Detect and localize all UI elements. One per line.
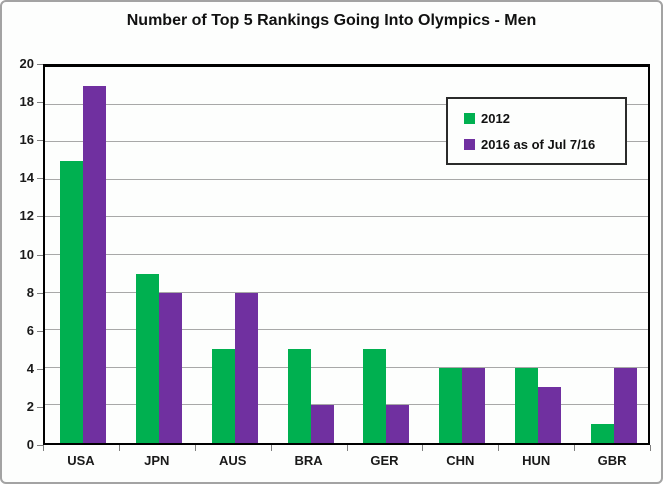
gridline [45, 141, 648, 143]
bar-group-jpn [121, 67, 197, 443]
bar-group-gbr [576, 67, 652, 443]
y-tick-label: 18 [19, 94, 34, 110]
bar-hun-2012 [515, 367, 539, 443]
gridline [45, 404, 648, 406]
bar-aus-2016 [234, 292, 258, 443]
x-tick-mark [422, 445, 424, 451]
gridline [45, 103, 648, 105]
y-tick-mark [37, 406, 43, 408]
x-tick-mark [118, 445, 120, 451]
gridline [45, 254, 648, 255]
legend-label-2012: 2012 [481, 110, 510, 126]
legend-item-2016: 2016 as of Jul 7/16 [464, 137, 625, 152]
y-tick-label: 12 [19, 208, 34, 224]
y-tick-label: 20 [19, 56, 34, 71]
bar-jpn-2016 [158, 292, 182, 443]
y-tick-label: 14 [19, 170, 34, 186]
x-category-label: JPN [144, 453, 170, 468]
bar-hun-2016 [538, 386, 562, 443]
bar-aus-2012 [211, 349, 235, 443]
x-tick-mark [346, 445, 348, 451]
bar-chn-2012 [439, 367, 463, 443]
x-category-label: GBR [597, 453, 627, 468]
chart-title: Number of Top 5 Rankings Going Into Olym… [126, 12, 537, 29]
legend: 2012 2016 as of Jul 7/16 [446, 97, 627, 165]
x-category-label: BRA [294, 453, 323, 468]
bar-gbr-2016 [614, 367, 638, 443]
legend-label-2016: 2016 as of Jul 7/16 [481, 136, 596, 152]
legend-item-2012: 2012 [464, 111, 625, 126]
y-tick-label: 0 [26, 437, 34, 452]
x-tick-mark [574, 445, 576, 451]
gridline [45, 178, 648, 180]
y-tick-label: 6 [26, 322, 34, 338]
y-tick-mark [37, 445, 43, 446]
x-category-label: USA [67, 453, 95, 468]
plot-area: 2012 2016 as of Jul 7/16 [43, 64, 650, 445]
bar-group-bra [273, 67, 349, 443]
bar-group-aus [197, 67, 273, 443]
bar-ger-2016 [386, 405, 410, 443]
x-tick-mark [650, 445, 651, 451]
legend-swatch-2016-icon [464, 138, 475, 150]
y-tick-mark [37, 216, 43, 218]
x-category-label: CHN [446, 453, 475, 468]
gridline [45, 329, 648, 331]
x-tick-mark [194, 445, 196, 451]
bar-usa-2016 [82, 85, 106, 443]
bar-group-hun [500, 67, 576, 443]
bar-jpn-2012 [135, 273, 159, 443]
y-tick-mark [37, 330, 43, 332]
y-tick-mark [37, 254, 43, 256]
x-tick-mark [43, 445, 44, 451]
x-category-label: GER [370, 453, 399, 468]
y-tick-label: 10 [19, 246, 34, 262]
legend-swatch-2012-icon [464, 112, 475, 124]
bar-group-usa [45, 67, 121, 443]
gridline [45, 291, 648, 293]
y-tick-mark [37, 292, 43, 294]
x-tick-mark [498, 445, 500, 451]
y-tick-mark [37, 64, 43, 65]
bar-gbr-2012 [591, 424, 615, 443]
gridline [45, 366, 648, 368]
bar-group-chn [424, 67, 500, 443]
y-tick-label: 4 [26, 360, 34, 376]
y-tick-mark [37, 102, 43, 104]
y-tick-mark [37, 140, 43, 142]
bar-ger-2012 [363, 349, 387, 443]
bar-bra-2012 [287, 349, 311, 443]
gridline [45, 216, 648, 218]
y-tick-label: 8 [26, 284, 34, 300]
x-category-label: AUS [218, 453, 247, 468]
x-category-label: HUN [522, 453, 551, 468]
y-tick-mark [37, 368, 43, 370]
bar-usa-2012 [59, 161, 83, 443]
y-tick-mark [37, 178, 43, 180]
y-tick-label: 16 [19, 132, 34, 148]
bar-group-ger [349, 67, 425, 443]
y-tick-label: 2 [26, 398, 34, 414]
bar-chn-2016 [462, 367, 486, 443]
x-tick-mark [270, 445, 272, 451]
bar-bra-2016 [310, 405, 334, 443]
